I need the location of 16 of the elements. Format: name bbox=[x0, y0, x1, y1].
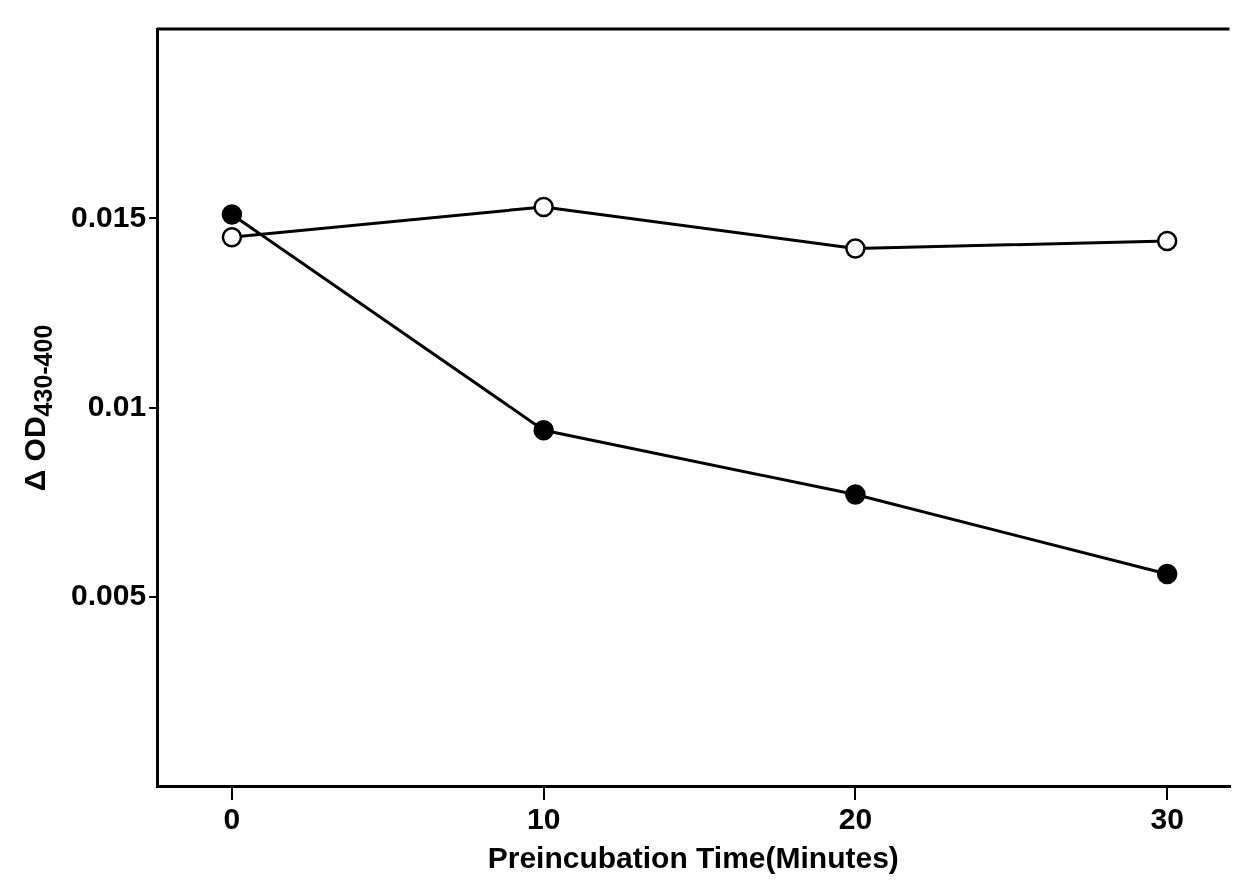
point bbox=[221, 204, 243, 225]
y-tick-label: 0.005 bbox=[71, 578, 147, 612]
point bbox=[221, 226, 243, 248]
point bbox=[1156, 563, 1178, 585]
point bbox=[533, 196, 554, 218]
point bbox=[533, 419, 554, 441]
y-tick-label: 0.01 bbox=[87, 388, 147, 422]
x-tick-label: 0 bbox=[223, 802, 241, 836]
point bbox=[1156, 230, 1178, 252]
x-tick-label: 10 bbox=[526, 802, 561, 836]
point bbox=[845, 238, 866, 259]
x-tick-label: 20 bbox=[838, 802, 873, 836]
point bbox=[845, 484, 866, 505]
x-axis-title: Preincubation Time(Minutes) bbox=[487, 841, 899, 875]
y-tick-label: 0.015 bbox=[71, 199, 147, 233]
x-tick-label: 30 bbox=[1150, 802, 1184, 836]
